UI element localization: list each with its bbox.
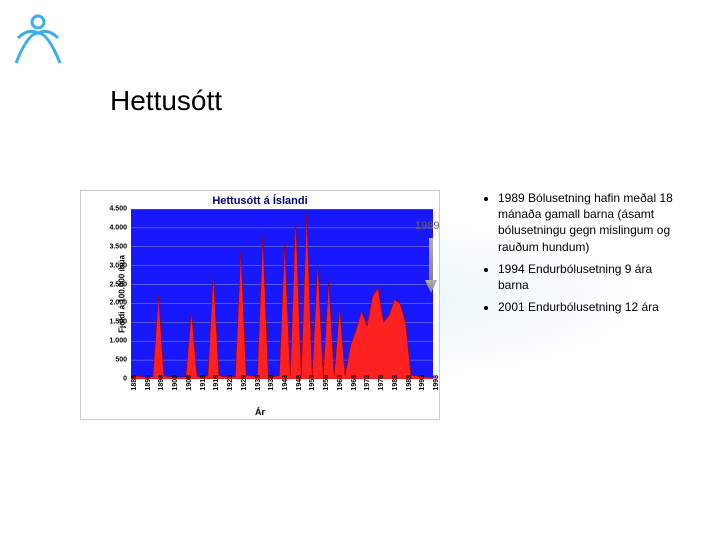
chart-container: Hettusótt á Íslandi Fjöldi á 100.000 íbú… [80,190,440,420]
x-tick-label: 1913 [200,375,207,391]
bullet-list: 1989 Bólusetning hafin meðal 18 mánaða g… [480,190,680,420]
x-tick-label: 1948 [296,375,303,391]
chart-title: Hettusótt á Íslandi [81,191,439,209]
x-tick-label: 1908 [186,375,193,391]
x-tick-label: 1978 [378,375,385,391]
chart-plot-area [131,209,433,379]
y-tick-label: 4.500 [109,206,127,213]
annotation-year-label: 1989 [415,220,439,232]
content-row: Hettusótt á Íslandi Fjöldi á 100.000 íbú… [80,190,680,420]
x-tick-label: 1938 [268,375,275,391]
x-tick-label: 1918 [213,375,220,391]
bullet-item: 1989 Bólusetning hafin meðal 18 mánaða g… [498,190,680,255]
x-tick-label: 1943 [282,375,289,391]
y-tick-label: 2.000 [109,300,127,307]
chart-body: Fjöldi á 100.000 íbúa 05001.0001.5002.00… [81,209,439,379]
x-tick-label: 1933 [255,375,262,391]
x-tick-label: 1903 [172,375,179,391]
y-axis-ticks: 05001.0001.5002.0002.5003.0003.5004.0004… [99,209,129,379]
y-tick-label: 1.500 [109,319,127,326]
y-tick-label: 4.000 [109,224,127,231]
y-tick-label: 2.500 [109,281,127,288]
bullet-item: 2001 Endurbólusetning 12 ára [498,299,680,315]
x-tick-label: 1958 [323,375,330,391]
bullet-item: 1994 Endurbólusetning 9 ára barna [498,261,680,293]
y-tick-label: 500 [115,357,127,364]
x-tick-label: 1968 [351,375,358,391]
logo-icon [8,8,68,68]
x-tick-label: 1953 [309,375,316,391]
y-tick-label: 3.500 [109,243,127,250]
x-tick-label: 1928 [241,375,248,391]
x-tick-label: 1988 [406,375,413,391]
x-axis-ticks: 1888 1893 1898 1903 1908 1913 1918 1923 1928 1933… [131,375,433,403]
x-tick-label: 1893 [145,375,152,391]
x-tick-label: 1888 [131,375,138,391]
x-tick-label: 1898 [158,375,165,391]
x-tick-label: 1923 [227,375,234,391]
page-title: Hettusótt [110,85,222,117]
x-tick-label: 1983 [392,375,399,391]
x-axis-label: Ár [81,407,439,417]
x-tick-label: 1973 [364,375,371,391]
annotation-arrow-icon [425,238,437,298]
y-tick-label: 3.000 [109,262,127,269]
y-tick-label: 1.000 [109,338,127,345]
x-tick-label: 1998 [433,375,440,391]
x-tick-label: 1963 [337,375,344,391]
y-tick-label: 0 [123,376,127,383]
x-tick-label: 1993 [419,375,426,391]
